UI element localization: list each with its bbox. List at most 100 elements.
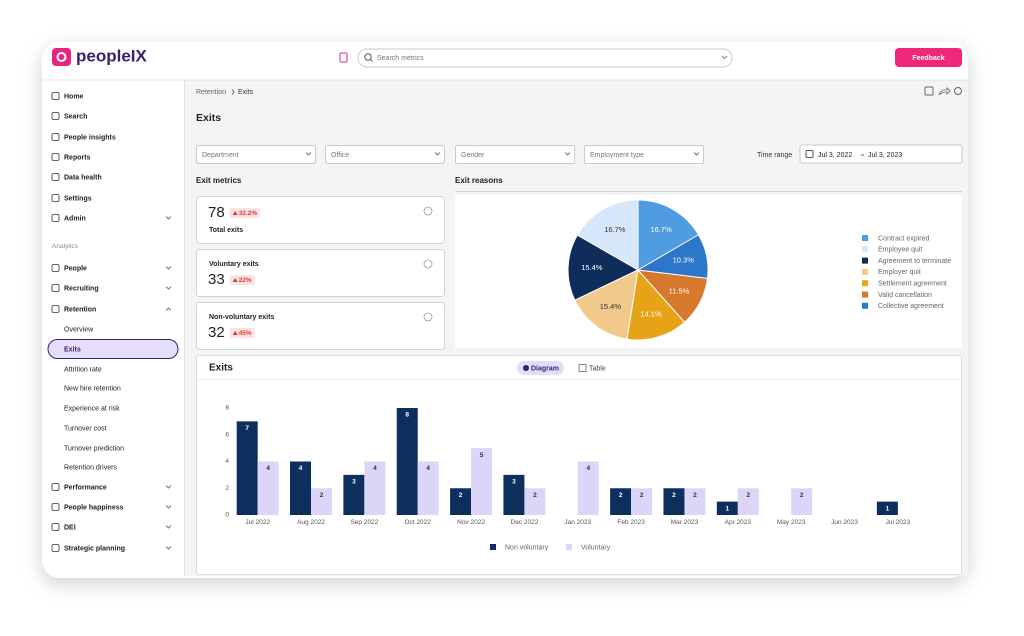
nav-icon [51, 214, 60, 222]
legend-label: Employer quit [878, 269, 921, 276]
nav-active[interactable] [47, 339, 179, 359]
bar-label: 4 [373, 465, 377, 472]
exits-chart-title: Exits [209, 363, 233, 374]
search-chevron [721, 55, 728, 60]
filter-label: Department [202, 152, 239, 159]
table-tab-label[interactable]: Table [589, 365, 606, 372]
info-icon[interactable] [423, 259, 433, 269]
nav-subitem[interactable]: Turnover cost [64, 425, 107, 432]
bar [791, 488, 813, 515]
metric-label: Total exits [209, 227, 243, 234]
share-icon[interactable] [938, 87, 951, 96]
legend-label: Settlement agreement [878, 281, 947, 288]
nav-icon [51, 503, 60, 511]
pie-label: 10.3% [673, 256, 695, 265]
chevron [564, 152, 571, 156]
metric-card [196, 196, 445, 244]
nav-item[interactable]: Performance [64, 484, 107, 491]
bar [257, 461, 279, 515]
nav-subitem[interactable]: Exits [64, 346, 81, 353]
nav-item[interactable]: People [64, 265, 87, 272]
breadcrumb-current: Exits [238, 89, 254, 96]
nav-item[interactable]: Data health [64, 174, 102, 181]
nav-item[interactable]: Retention [64, 306, 96, 313]
filter-dropdown[interactable] [455, 145, 575, 164]
nav-item[interactable]: People insights [64, 134, 116, 141]
nav-subitem[interactable]: Retention drivers [64, 464, 117, 471]
bar-label: 2 [800, 492, 804, 499]
feedback-button[interactable] [895, 48, 962, 67]
bar [737, 488, 759, 515]
legend-swatch [862, 268, 868, 275]
alert-icon[interactable] [954, 87, 962, 95]
search-box[interactable] [357, 48, 733, 68]
nav-item[interactable]: DEI [64, 524, 76, 531]
bar-label: 7 [245, 425, 249, 432]
nav-icon [51, 112, 60, 120]
bar [417, 461, 439, 515]
nav-icon [51, 284, 60, 292]
bar-label: 8 [405, 412, 409, 419]
nav-subitem[interactable]: Turnover prediction [64, 445, 124, 452]
filter-dropdown[interactable] [584, 145, 704, 164]
time-range-box[interactable] [799, 144, 963, 164]
metric-change-badge [229, 208, 261, 218]
metric-value: 33 [208, 271, 225, 288]
nav-item[interactable]: Reports [64, 154, 91, 161]
chevron [693, 152, 700, 156]
save-icon[interactable] [924, 86, 934, 96]
nav-icon [51, 92, 60, 100]
nav-item[interactable]: People happiness [64, 504, 124, 511]
nav-subitem[interactable]: Attrition rate [64, 366, 102, 373]
nav-item[interactable]: Strategic planning [64, 545, 125, 552]
filter-dropdown[interactable] [196, 145, 316, 164]
filter-dropdown[interactable] [325, 145, 445, 164]
chevron [165, 505, 172, 509]
pie-label: 16.7% [651, 225, 673, 234]
nav-item[interactable]: Recruiting [64, 285, 99, 292]
y-tick-label: 4 [225, 458, 229, 465]
bar-label: 4 [586, 465, 590, 472]
nav-icon [51, 153, 60, 161]
legend-label: Collective agreement [878, 303, 944, 310]
nav-item[interactable]: Home [64, 93, 84, 100]
chevron [165, 266, 172, 270]
metric-change: 45% [239, 330, 252, 337]
nav-item[interactable]: Settings [64, 195, 92, 202]
nav-subitem[interactable]: Experience at risk [64, 405, 120, 412]
breadcrumb-parent[interactable]: Retention [196, 89, 226, 96]
info-icon[interactable] [423, 312, 433, 322]
change-arrow [232, 331, 238, 335]
bar [343, 474, 365, 515]
nav-subitem[interactable]: New hire retention [64, 385, 121, 392]
pie-label: 14.1% [640, 309, 662, 318]
search-icon-handle [370, 59, 373, 62]
nav-item[interactable]: Admin [64, 215, 86, 222]
bar-label: 4 [299, 465, 303, 472]
legend-label: Contract expired [878, 235, 929, 242]
breadcrumb-separator [231, 89, 235, 95]
chevron [305, 152, 312, 156]
nav-icon [51, 264, 60, 272]
pie-slice [637, 199, 700, 271]
nav-icon [51, 305, 60, 313]
metric-value: 78 [208, 204, 225, 221]
metric-change-badge [229, 328, 255, 338]
pie-label: 15.4% [581, 263, 603, 272]
nav-item[interactable]: Search [64, 113, 87, 120]
metric-change: 32.2% [239, 210, 258, 217]
x-tick-label: Jan 2023 [564, 519, 591, 526]
y-tick-label: 0 [225, 512, 229, 519]
x-tick-label: Mar 2023 [671, 519, 699, 526]
bookmark-icon[interactable] [339, 52, 348, 63]
nav-subitem[interactable]: Overview [64, 326, 94, 333]
metric-change: 22% [239, 277, 252, 284]
bar [236, 421, 258, 515]
diagram-tab[interactable] [517, 361, 564, 375]
nav-icon [51, 523, 60, 531]
diagram-tab-icon [523, 365, 529, 371]
legend-swatch [566, 544, 572, 550]
info-icon[interactable] [423, 206, 433, 216]
pie-label: 16.7% [604, 225, 626, 234]
x-tick-label: May 2023 [777, 519, 806, 526]
